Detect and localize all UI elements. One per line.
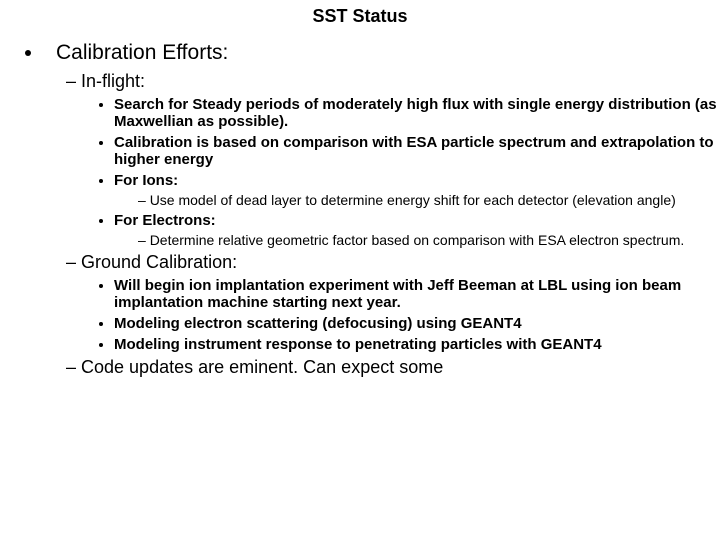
level4-list-ions: Use model of dead layer to determine ene… [114,192,720,208]
l2-code-updates: Code updates are eminent. Can expect som… [66,357,720,378]
l3-item: Modeling electron scattering (defocusing… [114,315,720,332]
l2-text: Ground Calibration: [81,252,237,272]
l3-item-ions: For Ions: Use model of dead layer to det… [114,172,720,208]
l3-item: Will begin ion implantation experiment w… [114,277,720,311]
l1-text: Calibration Efforts: [56,41,228,64]
l3-item: Modeling instrument response to penetrat… [114,336,720,353]
l3-item: Calibration is based on comparison with … [114,134,720,168]
slide: SST Status Calibration Efforts: In-fligh… [0,0,720,540]
level3-list-ground: Will begin ion implantation experiment w… [66,277,720,353]
l4-item: Determine relative geometric factor base… [138,232,720,248]
l2-inflight: In-flight: Search for Steady periods of … [66,71,720,248]
l3-item-electrons: For Electrons: Determine relative geomet… [114,212,720,248]
l3-text: For Ions: [114,172,178,189]
level1-list: Calibration Efforts: In-flight: Search f… [0,41,720,378]
l3-item: Search for Steady periods of moderately … [114,96,720,130]
slide-title: SST Status [0,6,720,27]
l2-text: In-flight: [81,71,145,91]
l4-item: Use model of dead layer to determine ene… [138,192,720,208]
l3-text: For Electrons: [114,212,216,229]
l2-ground: Ground Calibration: Will begin ion impla… [66,252,720,353]
level2-list: In-flight: Search for Steady periods of … [56,71,720,378]
level3-list-inflight: Search for Steady periods of moderately … [66,96,720,248]
level4-list-electrons: Determine relative geometric factor base… [114,232,720,248]
l1-calibration-efforts: Calibration Efforts: In-flight: Search f… [44,41,720,378]
l2-text: Code updates are eminent. Can expect som… [81,357,443,377]
